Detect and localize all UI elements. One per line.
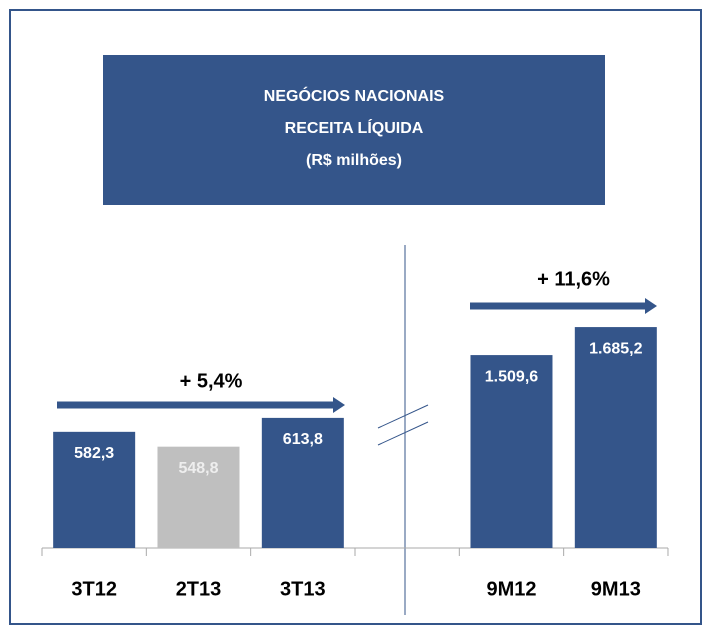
axis-break (377, 404, 429, 429)
value-label: 613,8 (283, 431, 323, 448)
x-tick-label: 3T13 (280, 578, 326, 600)
x-tick-label: 2T13 (176, 578, 222, 600)
x-tick-label: 9M13 (591, 578, 641, 600)
bar (470, 355, 553, 548)
title-box (103, 55, 605, 205)
growth-annotation: + 5,4% (180, 370, 243, 392)
axis-break (377, 421, 429, 446)
growth-arrow-head (645, 298, 657, 314)
growth-annotation: + 11,6% (537, 268, 610, 290)
x-tick-label: 9M12 (486, 578, 536, 600)
x-tick-label: 3T12 (71, 578, 117, 600)
value-label: 1.509,6 (485, 368, 538, 385)
bar (261, 417, 344, 548)
chart-title: RECEITA LÍQUIDA (285, 118, 424, 137)
bar (157, 446, 240, 548)
chart-subtitle: (R$ milhões) (306, 152, 402, 169)
bar (574, 327, 657, 548)
growth-arrow-head (333, 397, 345, 413)
chart-title: NEGÓCIOS NACIONAIS (264, 86, 445, 105)
value-label: 1.685,2 (589, 340, 642, 357)
value-label: 582,3 (74, 445, 114, 462)
value-label: 548,8 (178, 460, 218, 477)
bar (53, 431, 136, 548)
